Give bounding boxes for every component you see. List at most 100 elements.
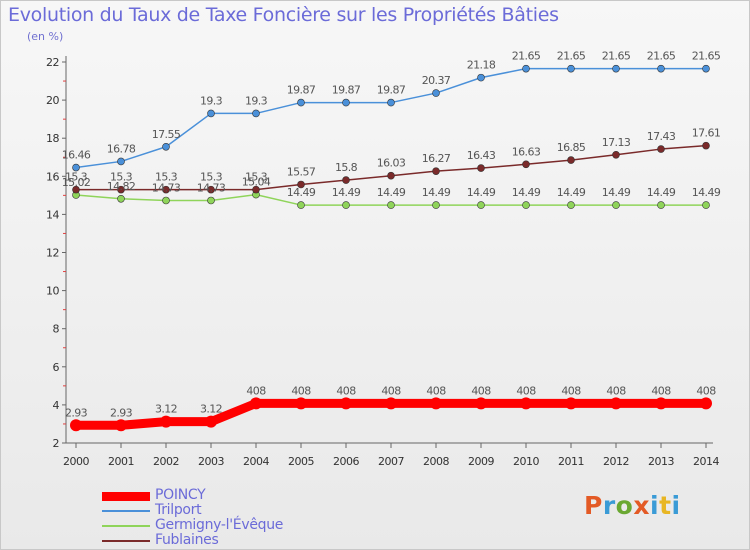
data-label: 408: [561, 384, 581, 397]
data-point: [655, 397, 667, 410]
data-label: 3.12: [155, 403, 177, 416]
data-label: 14.49: [422, 186, 451, 199]
data-point: [432, 201, 440, 209]
data-label: 19.87: [287, 84, 316, 97]
data-label: 408: [516, 384, 536, 397]
data-point: [567, 64, 575, 73]
logo-letter: x: [633, 491, 650, 520]
data-point: [72, 163, 80, 172]
data-label: 16.85: [557, 141, 586, 154]
y-tick-label: 16: [46, 170, 59, 183]
data-point: [657, 145, 665, 153]
data-point: [387, 201, 395, 209]
x-tick-label: 2008: [423, 455, 449, 468]
data-point: [612, 150, 620, 159]
logo-letter: i: [650, 491, 660, 520]
data-point: [117, 185, 125, 194]
data-label: 21.65: [602, 50, 631, 63]
data-point: [252, 185, 260, 194]
data-label: 16.63: [512, 145, 541, 158]
chart-title: Evolution du Taux de Taxe Foncière sur l…: [8, 4, 559, 26]
data-point: [297, 98, 305, 107]
x-tick-label: 2010: [513, 455, 539, 468]
data-label: 16.78: [107, 142, 136, 155]
data-point: [567, 201, 575, 209]
x-tick-label: 2014: [693, 455, 719, 468]
data-point: [340, 397, 352, 410]
legend-swatch: [102, 491, 150, 501]
y-tick-label: 20: [46, 94, 59, 107]
data-label: 3.12: [200, 403, 222, 416]
data-label: 15.3: [110, 171, 133, 184]
data-point: [522, 201, 530, 209]
data-label: 21.65: [557, 50, 586, 63]
data-label: 14.49: [692, 186, 721, 199]
logo-letter: r: [602, 491, 616, 520]
data-label: 14.73: [152, 181, 181, 194]
x-tick-label: 2011: [558, 455, 584, 468]
data-label: 16.27: [422, 152, 451, 165]
x-tick-label: 2005: [288, 455, 314, 468]
legend-swatch: [102, 540, 150, 542]
y-tick-label: 2: [53, 437, 60, 450]
data-point: [342, 176, 350, 184]
data-label: 408: [696, 384, 716, 397]
data-label: 408: [336, 384, 356, 397]
x-tick-label: 2013: [648, 455, 674, 468]
logo-letter: t: [659, 491, 672, 520]
data-point: [72, 185, 80, 194]
data-label: 2.93: [65, 406, 88, 419]
logo-letter: P: [584, 491, 603, 520]
data-label: 408: [426, 384, 446, 397]
data-point: [205, 415, 217, 428]
data-point: [565, 397, 577, 410]
data-label: 19.87: [332, 84, 361, 97]
data-point: [385, 397, 397, 410]
x-tick-label: 2009: [468, 455, 494, 468]
data-label: 408: [651, 384, 671, 397]
data-point: [477, 201, 485, 209]
data-label: 21.18: [467, 59, 496, 72]
logo-letter: i: [671, 491, 681, 520]
data-label: 2.93: [110, 406, 133, 419]
data-label: 21.65: [512, 50, 541, 63]
data-point: [115, 419, 127, 432]
data-label: 16.03: [377, 157, 406, 170]
data-point: [387, 171, 395, 180]
data-label: 16.43: [467, 149, 496, 162]
data-label: 15.3: [155, 171, 178, 184]
data-point: [520, 397, 532, 410]
data-label: 16.46: [62, 149, 91, 162]
data-label: 15.3: [245, 171, 268, 184]
y-tick-label: 6: [53, 361, 60, 374]
data-label: 19.3: [245, 94, 268, 107]
data-point: [207, 185, 215, 194]
x-tick-label: 2000: [63, 455, 89, 468]
x-tick-label: 2002: [153, 455, 179, 468]
legend-label: Trilport: [155, 502, 202, 518]
data-point: [522, 64, 530, 73]
x-tick-label: 2012: [603, 455, 629, 468]
data-point: [522, 160, 530, 169]
data-point: [160, 415, 172, 428]
data-point: [252, 109, 260, 118]
data-label: 20.37: [422, 74, 451, 87]
data-label: 15.57: [287, 165, 316, 178]
data-point: [700, 397, 712, 410]
data-point: [430, 397, 442, 410]
legend-swatch: [102, 510, 150, 512]
data-point: [342, 98, 350, 107]
data-point: [162, 185, 170, 194]
data-label: 14.49: [602, 186, 631, 199]
data-point: [162, 196, 170, 205]
data-point: [702, 201, 710, 209]
data-label: 408: [291, 384, 311, 397]
data-label: 17.61: [692, 127, 721, 140]
data-point: [250, 397, 262, 410]
data-point: [117, 157, 125, 166]
data-point: [295, 397, 307, 410]
data-point: [702, 141, 710, 150]
data-point: [387, 98, 395, 107]
data-point: [567, 156, 575, 164]
